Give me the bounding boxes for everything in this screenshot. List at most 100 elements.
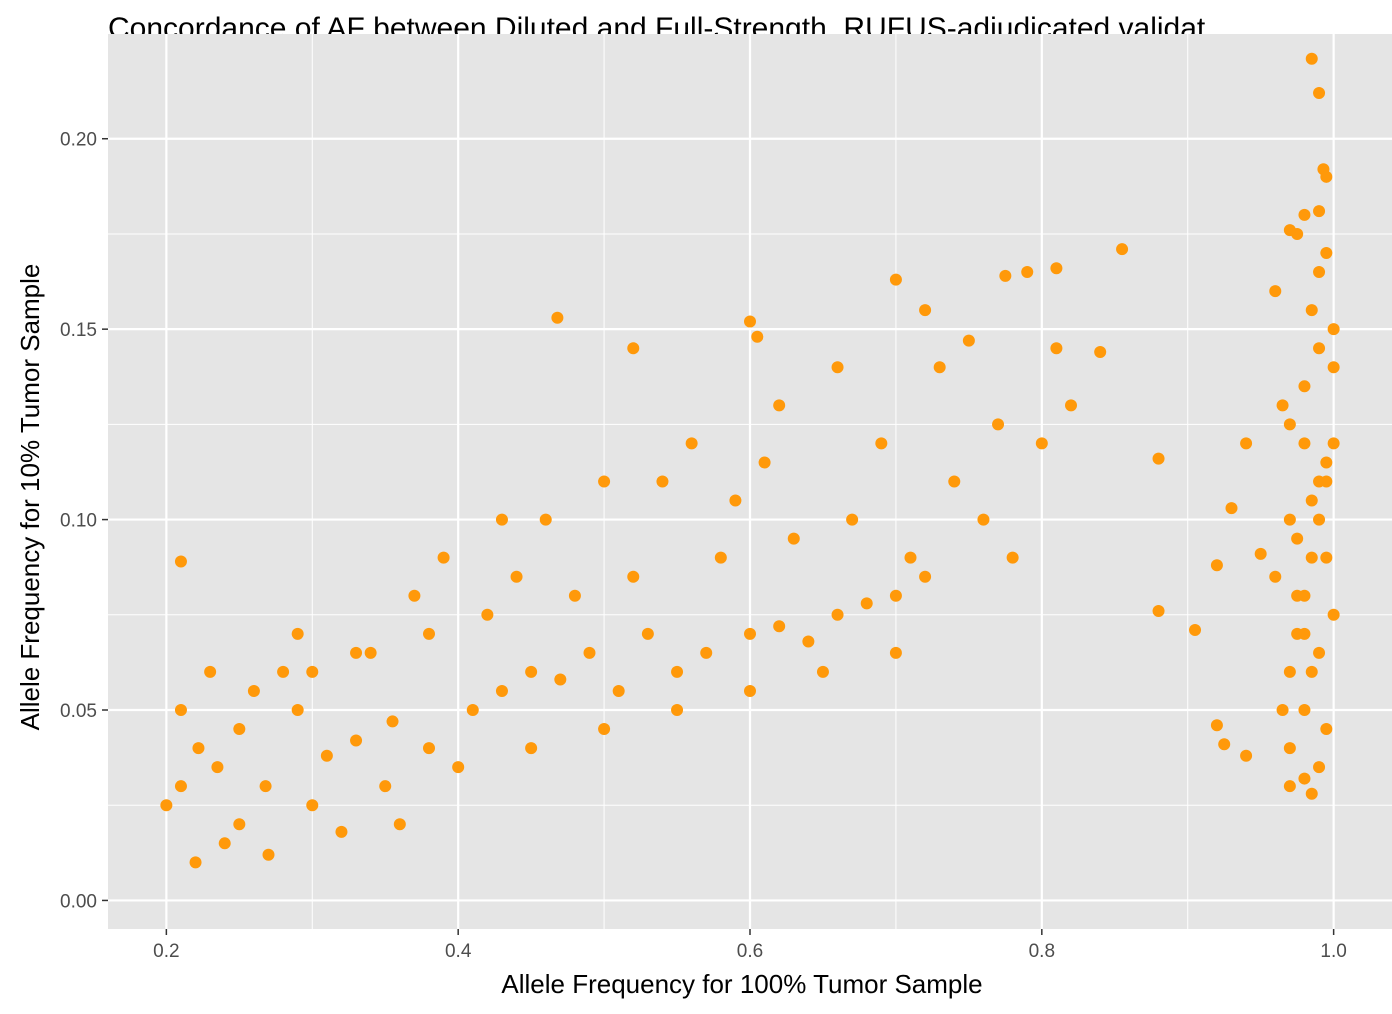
data-point bbox=[423, 742, 435, 755]
data-point bbox=[1305, 551, 1318, 564]
y-tick-label: 0.20 bbox=[60, 130, 97, 151]
data-point bbox=[525, 742, 538, 755]
data-point bbox=[627, 570, 640, 583]
x-tick-label: 0.4 bbox=[445, 941, 472, 962]
data-point bbox=[802, 635, 815, 648]
data-point bbox=[1050, 342, 1063, 355]
data-point bbox=[1269, 285, 1282, 298]
data-point bbox=[1313, 87, 1326, 100]
data-point bbox=[889, 589, 902, 602]
data-point bbox=[1327, 437, 1340, 450]
data-point bbox=[386, 715, 399, 728]
y-tick-label: 0.10 bbox=[60, 511, 97, 532]
data-point bbox=[1320, 551, 1333, 564]
data-point bbox=[1313, 513, 1326, 526]
y-axis-title: Allele Frequency for 10% Tumor Sample bbox=[15, 264, 45, 731]
grid-major bbox=[108, 34, 1392, 929]
data-point bbox=[919, 570, 932, 583]
x-tick-label: 1.0 bbox=[1320, 941, 1346, 962]
data-point bbox=[1283, 742, 1296, 755]
data-point bbox=[714, 551, 727, 564]
data-point bbox=[1313, 761, 1326, 774]
data-point bbox=[1327, 361, 1340, 374]
data-point bbox=[1210, 719, 1223, 732]
x-tick-label: 0.8 bbox=[1029, 941, 1055, 962]
data-point bbox=[1298, 704, 1311, 717]
data-point bbox=[744, 684, 756, 697]
data-point bbox=[495, 684, 508, 697]
data-point bbox=[962, 334, 975, 347]
data-point bbox=[247, 684, 260, 697]
data-point bbox=[204, 665, 217, 678]
data-point bbox=[999, 269, 1012, 282]
y-tick-label: 0.05 bbox=[60, 701, 97, 722]
data-point bbox=[1021, 266, 1034, 279]
data-point bbox=[671, 665, 684, 678]
data-point bbox=[1269, 570, 1282, 583]
data-point bbox=[831, 608, 844, 621]
data-point bbox=[1050, 262, 1063, 275]
data-point bbox=[751, 330, 764, 343]
data-point bbox=[510, 570, 523, 583]
data-point bbox=[744, 315, 756, 328]
data-point bbox=[1283, 418, 1296, 431]
data-point bbox=[1291, 589, 1304, 602]
data-point bbox=[306, 665, 319, 678]
data-point bbox=[831, 361, 844, 374]
data-point bbox=[1283, 224, 1296, 237]
data-point bbox=[277, 665, 290, 678]
data-point bbox=[1313, 475, 1326, 488]
data-point bbox=[889, 646, 902, 659]
data-point bbox=[160, 799, 173, 812]
data-points bbox=[160, 52, 1340, 869]
data-point bbox=[1240, 437, 1253, 450]
data-point bbox=[350, 646, 363, 659]
data-point bbox=[481, 608, 494, 621]
data-point bbox=[773, 399, 786, 412]
data-point bbox=[233, 818, 246, 831]
data-point bbox=[291, 704, 304, 717]
data-point bbox=[816, 665, 829, 678]
data-point bbox=[393, 818, 406, 831]
y-axis: 0.00 0.05 0.10 0.15 0.20 bbox=[60, 130, 108, 912]
data-point bbox=[466, 704, 479, 717]
data-point bbox=[700, 646, 713, 659]
x-axis-title: Allele Frequency for 100% Tumor Sample bbox=[501, 969, 982, 999]
data-point bbox=[218, 837, 231, 850]
data-point bbox=[233, 723, 246, 736]
data-point bbox=[860, 597, 873, 610]
data-point bbox=[335, 825, 348, 838]
data-point bbox=[291, 627, 304, 640]
data-point bbox=[1313, 205, 1326, 218]
data-point bbox=[1327, 608, 1340, 621]
data-point bbox=[568, 589, 581, 602]
data-point bbox=[685, 437, 698, 450]
data-point bbox=[1298, 208, 1311, 221]
data-point bbox=[977, 513, 990, 526]
data-point bbox=[992, 418, 1005, 431]
data-point bbox=[1065, 399, 1077, 412]
data-point bbox=[1240, 749, 1253, 762]
data-point bbox=[875, 437, 888, 450]
data-point bbox=[259, 780, 272, 793]
data-point bbox=[948, 475, 961, 488]
data-point bbox=[1152, 452, 1165, 465]
data-point bbox=[933, 361, 946, 374]
data-point bbox=[919, 304, 932, 317]
data-point bbox=[1320, 723, 1333, 736]
data-point bbox=[729, 494, 742, 507]
data-point bbox=[1210, 559, 1223, 572]
data-point bbox=[320, 749, 333, 762]
data-point bbox=[1298, 380, 1311, 393]
data-point bbox=[1116, 243, 1129, 256]
data-point bbox=[262, 848, 275, 861]
data-point bbox=[671, 704, 684, 717]
data-point bbox=[773, 620, 786, 633]
x-tick-label: 0.6 bbox=[737, 941, 763, 962]
data-point bbox=[1291, 532, 1304, 545]
data-point bbox=[612, 684, 625, 697]
data-point bbox=[554, 673, 567, 686]
data-point bbox=[787, 532, 800, 545]
data-point bbox=[1254, 547, 1267, 560]
data-point bbox=[495, 513, 508, 526]
